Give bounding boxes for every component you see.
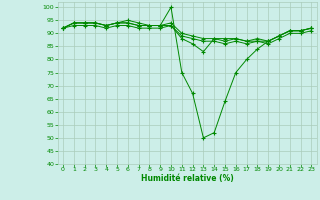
X-axis label: Humidité relative (%): Humidité relative (%) [141,174,234,183]
